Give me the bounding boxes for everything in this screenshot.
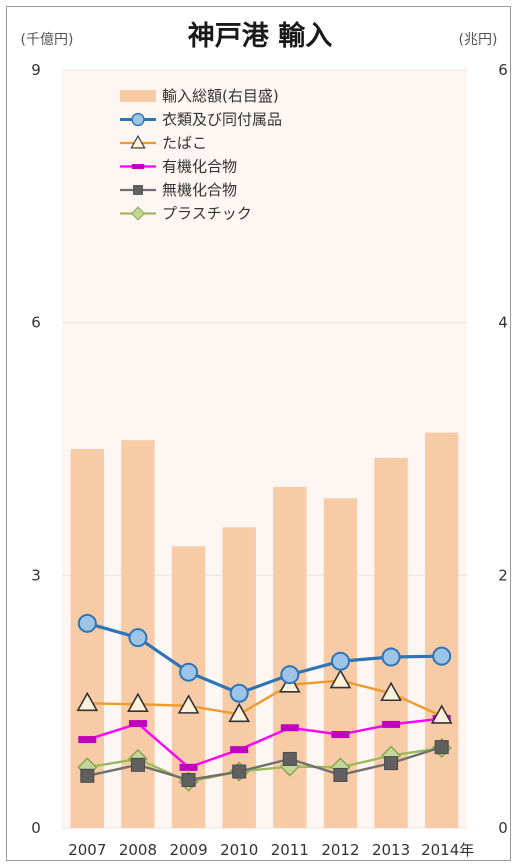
legend-label: 無機化合物 (162, 181, 237, 199)
data-point (181, 772, 196, 787)
data-point (282, 751, 297, 766)
left-axis-unit: (千億円) (21, 32, 74, 48)
data-point (229, 683, 249, 703)
series-square (80, 740, 449, 787)
bar-series (70, 432, 459, 828)
series-line (87, 679, 443, 718)
legend-label: たばこ (162, 134, 207, 152)
bar (222, 527, 256, 828)
right-tick-label: 6 (498, 61, 508, 79)
data-point (131, 112, 145, 127)
x-tick-label: 2007 (68, 841, 106, 859)
series-line (87, 746, 442, 783)
data-point (380, 681, 402, 702)
data-point (232, 764, 247, 779)
left-tick-label: 0 (31, 819, 41, 837)
bar (273, 486, 307, 828)
legend-marker (130, 206, 146, 221)
right-tick-label: 0 (498, 819, 508, 837)
data-point (384, 756, 399, 771)
data-point (80, 768, 95, 783)
data-point (177, 694, 200, 714)
legend-label: 輸入総額(右目盛) (162, 87, 279, 105)
data-point (128, 720, 147, 728)
x-tick-label: 2012 (321, 841, 359, 859)
left-axis-ticks: 0 3 6 9 (31, 61, 41, 837)
data-point (127, 692, 149, 712)
right-axis-ticks: 0 2 4 6 (498, 61, 508, 837)
data-point (179, 662, 199, 682)
x-tick-label: 2009 (169, 841, 207, 859)
x-tick-label: 2010 (220, 841, 258, 859)
legend-label: 衣類及び同付属品 (162, 111, 282, 129)
data-point (230, 746, 249, 754)
legend-marker (131, 164, 145, 169)
data-point (333, 767, 348, 782)
left-tick-label: 3 (31, 566, 41, 584)
data-point (331, 731, 350, 739)
data-point (133, 185, 143, 195)
right-tick-label: 2 (498, 566, 508, 584)
data-point (128, 628, 148, 648)
data-point (434, 740, 449, 755)
data-point (329, 668, 352, 689)
data-point (280, 665, 300, 685)
series-line (87, 746, 443, 782)
data-point (130, 134, 146, 149)
bar (424, 432, 459, 828)
data-point (280, 724, 299, 732)
left-tick-label: 6 (31, 314, 41, 332)
right-tick-label: 4 (498, 314, 508, 332)
legend-label: 有機化合物 (162, 158, 237, 176)
x-tick-label: 2014年 (421, 841, 474, 859)
data-point (76, 691, 99, 712)
data-point (228, 702, 251, 723)
legend-label: プラスチック (162, 205, 252, 223)
data-point (430, 704, 453, 724)
data-point (330, 651, 350, 671)
data-point (179, 763, 198, 771)
data-point (78, 736, 97, 744)
legend-marker (133, 185, 143, 195)
chart-title: 神戸港 輸入 (188, 20, 332, 52)
left-tick-label: 9 (31, 61, 41, 79)
legend-marker (130, 134, 146, 149)
data-point (77, 613, 97, 633)
data-point (130, 206, 146, 221)
data-point (432, 646, 452, 666)
x-tick-label: 2013 (372, 841, 410, 859)
series-circle (77, 613, 452, 703)
bar (374, 457, 408, 828)
data-point (381, 647, 401, 667)
data-point (130, 757, 145, 772)
right-axis-unit: (兆円) (459, 32, 498, 48)
legend-swatch (120, 90, 156, 102)
x-axis-ticks: 2007 2008 2009 2010 2011 2012 2013 2014年 (68, 841, 474, 859)
legend-marker (131, 112, 145, 127)
data-point (131, 164, 145, 169)
line-series (76, 613, 453, 792)
x-tick-label: 2008 (119, 841, 157, 859)
data-point (382, 720, 401, 728)
x-tick-label: 2011 (271, 841, 309, 859)
